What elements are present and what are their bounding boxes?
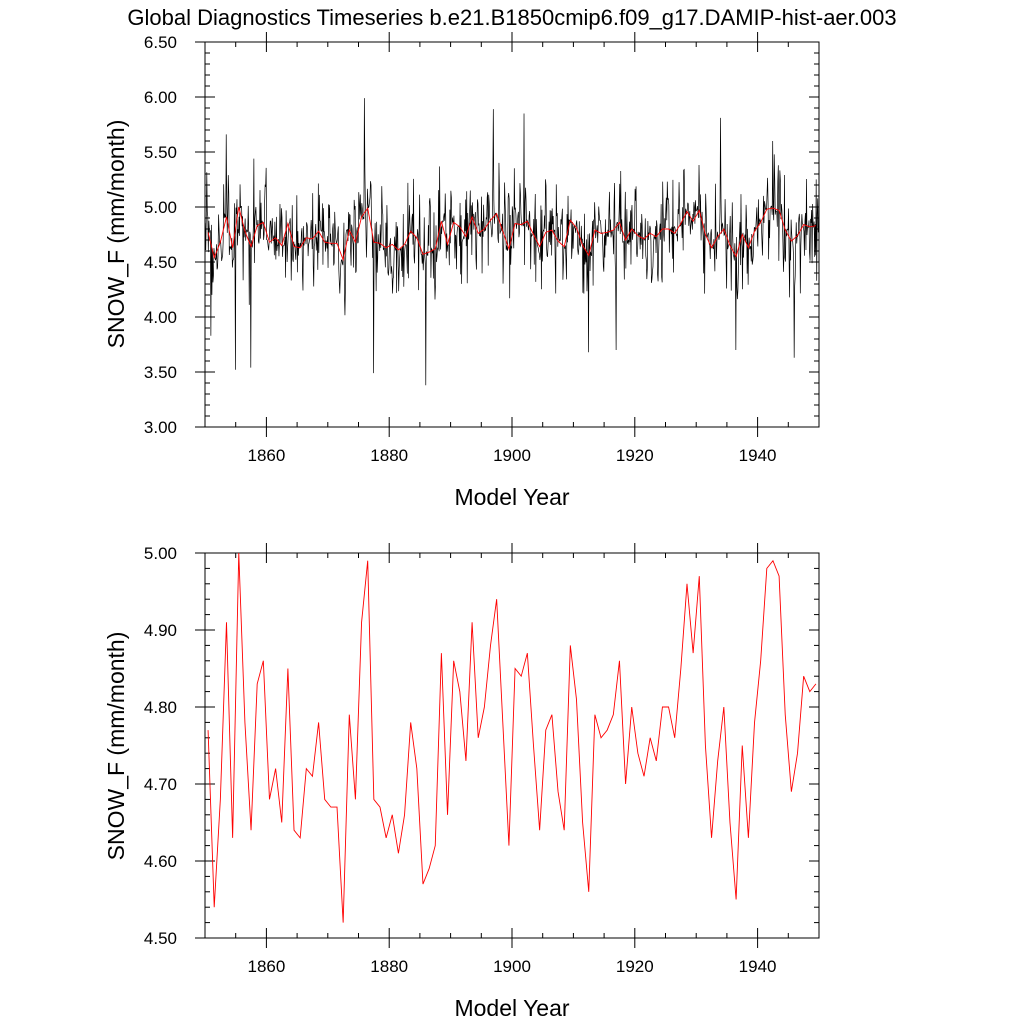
bottom-y-axis-label: SNOW_F (mm/month) bbox=[103, 632, 129, 861]
chart-title: Global Diagnostics Timeseries b.e21.B185… bbox=[127, 5, 896, 30]
y-tick-label: 5.00 bbox=[144, 544, 177, 563]
top-y-ticks: 3.00 3.50 4.00 4.50 5.00 5.50 6.00 6.50 bbox=[144, 33, 819, 437]
bottom-panel: 1860 1880 1900 1920 1940 4.50 4.60 4.70 4.80 4.9… bbox=[103, 543, 820, 1021]
top-x-axis-label: Model Year bbox=[454, 484, 569, 510]
annual-series-line bbox=[207, 206, 817, 262]
y-tick-label: 3.00 bbox=[144, 418, 177, 437]
x-tick-label: 1940 bbox=[739, 957, 777, 976]
y-tick-label: 4.90 bbox=[144, 621, 177, 640]
bottom-x-axis-label: Model Year bbox=[454, 995, 569, 1021]
y-tick-label: 4.50 bbox=[144, 253, 177, 272]
y-tick-label: 4.00 bbox=[144, 308, 177, 327]
x-tick-label: 1880 bbox=[370, 957, 408, 976]
x-tick-label: 1920 bbox=[616, 957, 654, 976]
y-tick-label: 5.50 bbox=[144, 143, 177, 162]
x-tick-label: 1920 bbox=[616, 446, 654, 465]
x-tick-label: 1860 bbox=[247, 446, 285, 465]
x-tick-label: 1900 bbox=[493, 446, 531, 465]
x-tick-label: 1900 bbox=[493, 957, 531, 976]
bottom-x-ticks: 1860 1880 1900 1920 1940 bbox=[204, 543, 820, 976]
bottom-y-ticks: 4.50 4.60 4.70 4.80 4.90 5.00 bbox=[144, 544, 819, 948]
y-tick-label: 4.80 bbox=[144, 698, 177, 717]
monthly-series-line bbox=[204, 98, 820, 386]
y-tick-label: 4.70 bbox=[144, 775, 177, 794]
y-tick-label: 3.50 bbox=[144, 363, 177, 382]
x-tick-label: 1880 bbox=[370, 446, 408, 465]
top-x-ticks: 1860 1880 1900 1920 1940 bbox=[204, 32, 820, 465]
top-panel: 1860 1880 1900 1920 1940 3.00 3.50 4.00 4.50 5.0… bbox=[103, 32, 820, 510]
y-tick-label: 5.00 bbox=[144, 198, 177, 217]
y-tick-label: 6.00 bbox=[144, 88, 177, 107]
top-y-axis-label: SNOW_F (mm/month) bbox=[103, 120, 129, 349]
y-tick-label: 4.50 bbox=[144, 929, 177, 948]
y-tick-label: 4.60 bbox=[144, 852, 177, 871]
y-tick-label: 6.50 bbox=[144, 33, 177, 52]
annual-series-line-detail bbox=[207, 552, 817, 923]
x-tick-label: 1860 bbox=[247, 957, 285, 976]
x-tick-label: 1940 bbox=[739, 446, 777, 465]
